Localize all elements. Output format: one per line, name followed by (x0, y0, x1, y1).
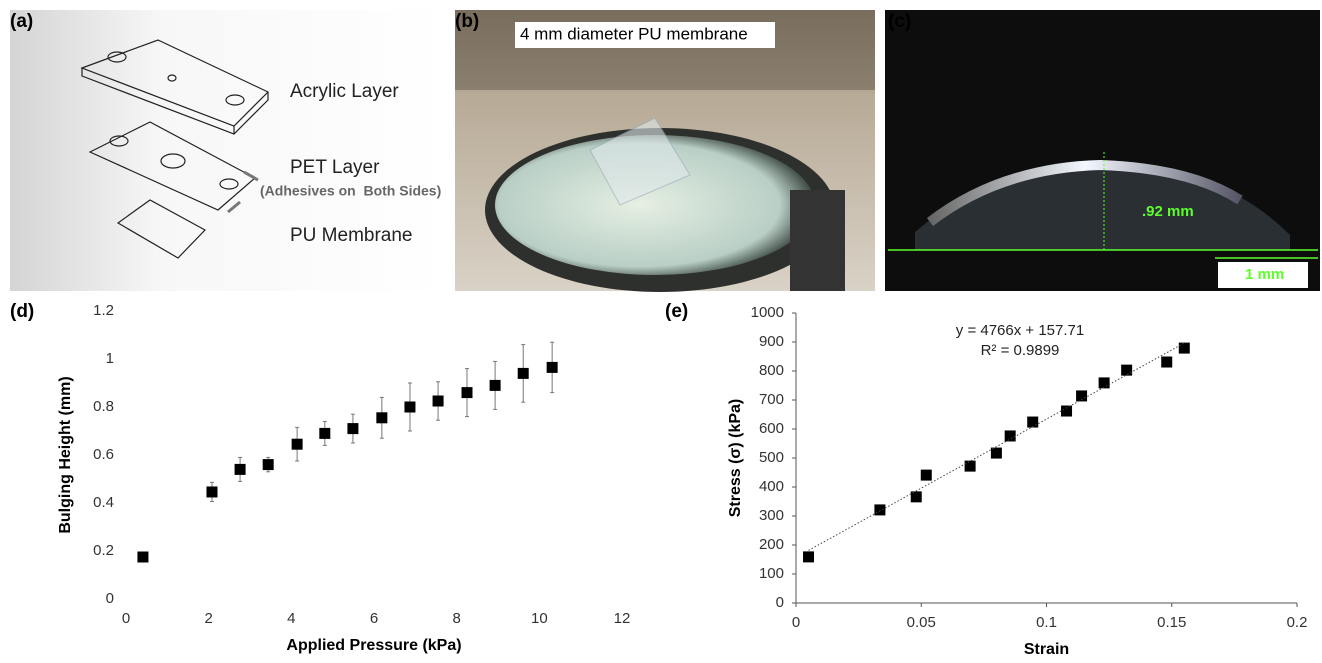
marker (874, 504, 886, 516)
x-tick-label: 8 (452, 610, 460, 627)
marker (1121, 364, 1133, 376)
panel-b: (b) 4 mm diameter PU membrane (455, 10, 875, 292)
y-tick-label: 0 (106, 590, 114, 607)
x-tick-label: 0.2 (1287, 614, 1308, 631)
label-box (515, 22, 775, 48)
trendline (808, 342, 1185, 551)
marker (517, 367, 529, 379)
marker (461, 387, 473, 399)
x-tick-label: 2 (204, 610, 212, 627)
marker (1098, 377, 1110, 389)
y-tick-label: 0.8 (93, 398, 114, 415)
x-tick-label: 4 (287, 610, 295, 627)
annotation: R² = 0.9899 (981, 342, 1060, 359)
y-tick-label: 100 (759, 565, 784, 582)
annotation: PU Membrane (290, 225, 413, 246)
marker (376, 412, 388, 424)
marker (546, 361, 558, 373)
marker (910, 491, 922, 503)
y-tick-label: 0.6 (93, 446, 114, 463)
marker (1178, 342, 1190, 354)
y-axis-title: Bulging Height (mm) (57, 376, 74, 533)
marker (206, 486, 218, 498)
x-tick-label: 0 (122, 610, 130, 627)
annotation: 4 mm diameter PU membrane (520, 24, 748, 43)
x-axis-title: Strain (1024, 641, 1069, 658)
marker (990, 447, 1002, 459)
marker (404, 401, 416, 413)
marker (920, 469, 932, 481)
y-tick-label: 700 (759, 391, 784, 408)
x-tick-label: 0.1 (1036, 614, 1057, 631)
marker (1061, 405, 1073, 417)
panel-label: (c) (888, 11, 911, 32)
label-box (1218, 262, 1308, 288)
x-tick-label: 12 (614, 610, 631, 627)
photo-clamp (790, 190, 845, 291)
marker (964, 460, 976, 472)
y-tick-label: 0 (776, 594, 784, 611)
panel-label: (d) (10, 301, 34, 322)
y-tick-label: 800 (759, 362, 784, 379)
annotation: Acrylic Layer (290, 81, 399, 102)
y-tick-label: 900 (759, 333, 784, 350)
arrows (227, 170, 259, 214)
x-tick-label: 0 (792, 614, 800, 631)
x-tick-label: 0.15 (1157, 614, 1186, 631)
annotation: y = 4766x + 157.71 (956, 322, 1084, 339)
y-tick-label: 200 (759, 536, 784, 553)
photo-bulge-edge (926, 159, 1243, 226)
panel-c: (c) .92 mm 1 mm (885, 10, 1320, 291)
y-tick-label: 1.2 (93, 302, 114, 319)
y-tick-label: 1 (106, 350, 114, 367)
marker (234, 463, 246, 475)
panel-background (10, 10, 443, 291)
marker (291, 438, 303, 450)
marker (262, 459, 274, 471)
marker (1076, 390, 1088, 402)
panel-label: (e) (665, 301, 688, 322)
y-tick-label: 0.2 (93, 542, 114, 559)
panel-label: (b) (455, 11, 479, 32)
y-tick-label: 0.4 (93, 494, 114, 511)
marker (1161, 356, 1173, 368)
annotation: (Adhesives on Both Sides) (260, 183, 441, 199)
marker (432, 395, 444, 407)
panel-label: (a) (10, 11, 33, 32)
marker (1004, 430, 1016, 442)
photo-disk (495, 135, 815, 275)
marker (137, 551, 149, 563)
photo-device (589, 117, 691, 206)
x-axis-title: Applied Pressure (kPa) (286, 637, 461, 654)
annotation: PET Layer (290, 157, 380, 178)
layer-drawing (80, 39, 270, 259)
x-tick-label: 10 (531, 610, 548, 627)
x-tick-label: 0.05 (907, 614, 936, 631)
panel-a: (a) Acrylic Layer PET Layer (Adhesives o… (10, 10, 443, 291)
y-tick-label: 1000 (751, 304, 784, 321)
marker (489, 379, 501, 391)
marker (347, 423, 359, 435)
y-tick-label: 300 (759, 507, 784, 524)
marker (319, 427, 331, 439)
y-tick-label: 600 (759, 420, 784, 437)
marker (803, 551, 815, 563)
y-axis-title: Stress (σ) (kPa) (727, 399, 744, 518)
x-tick-label: 6 (370, 610, 378, 627)
annotation: .92 mm (1142, 203, 1194, 220)
y-tick-label: 500 (759, 449, 784, 466)
y-tick-label: 400 (759, 478, 784, 495)
marker (1027, 416, 1039, 428)
annotation: 1 mm (1245, 266, 1284, 283)
